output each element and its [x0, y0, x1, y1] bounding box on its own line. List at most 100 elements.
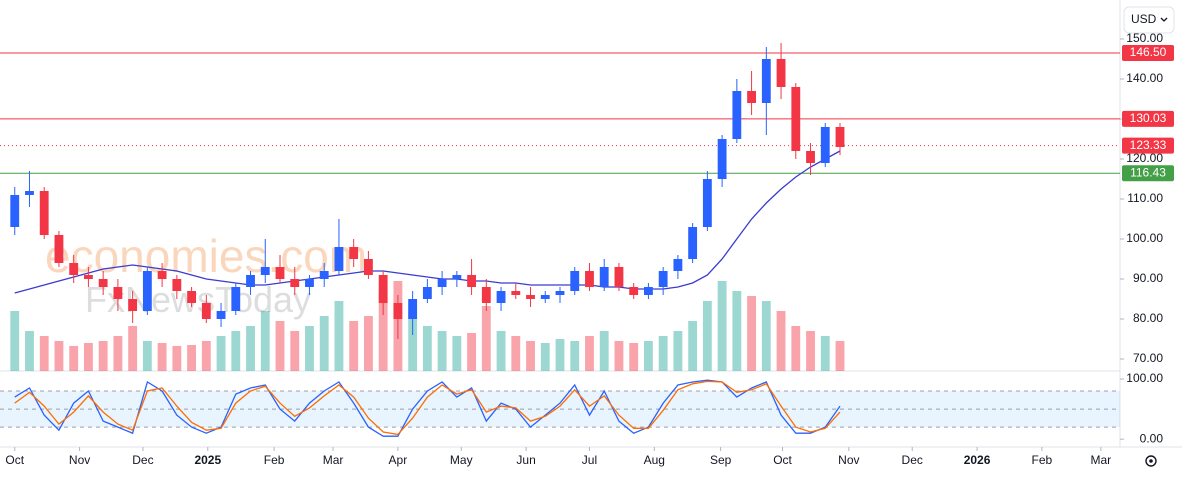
candle-body: [408, 299, 418, 319]
volume-bar: [599, 331, 609, 371]
volume-bar: [806, 331, 815, 371]
volume-bar: [688, 321, 698, 371]
volume-bar: [364, 316, 373, 371]
candle-body: [364, 259, 373, 275]
candle-body: [644, 287, 653, 295]
level-label: 146.50: [1130, 45, 1167, 59]
candle-body: [806, 151, 815, 163]
candle-body: [732, 91, 742, 139]
volume-bar: [25, 331, 34, 371]
candle-body: [216, 311, 226, 319]
level-label-box: [1122, 165, 1174, 182]
candle-body: [702, 179, 712, 227]
volume-bar: [201, 341, 211, 371]
level-label: 123.33: [1130, 138, 1167, 152]
candle-body: [835, 127, 845, 147]
candle-body: [791, 87, 801, 151]
candle-body: [599, 267, 609, 287]
x-tick-label: Nov: [838, 453, 859, 467]
volume-bar: [644, 341, 653, 371]
volume-bar: [54, 341, 64, 371]
candle-body: [128, 299, 138, 311]
volume-bar: [408, 311, 418, 371]
candle-body: [585, 271, 594, 287]
volume-bar: [260, 311, 270, 371]
candle-body: [10, 195, 20, 227]
volume-bar: [216, 336, 226, 371]
volume-bar: [732, 291, 742, 371]
volume-bar: [10, 311, 20, 371]
volume-bar: [467, 333, 476, 371]
dropdown-icon: [1160, 17, 1168, 22]
x-tick-label: Nov: [69, 453, 90, 467]
candle-body: [275, 267, 285, 279]
volume-bar: [747, 296, 756, 371]
volume-bar: [69, 346, 79, 371]
candle-body: [25, 191, 34, 195]
candle-body: [570, 271, 580, 291]
candle-body: [349, 247, 359, 259]
volume-bar: [629, 343, 639, 371]
candle-body: [378, 275, 388, 303]
candle-body: [157, 271, 167, 279]
volume-bar: [835, 341, 845, 371]
volume-bar: [334, 301, 344, 371]
candle-body: [187, 291, 196, 303]
settings-button[interactable]: [1145, 455, 1157, 467]
candle-body: [496, 291, 506, 303]
candle-body: [526, 295, 535, 299]
candle-body: [319, 271, 329, 279]
candle-body: [142, 271, 152, 311]
x-tick-label: May: [450, 453, 473, 467]
candle-body: [820, 127, 830, 163]
volume-bar: [452, 336, 462, 371]
candle-body: [172, 279, 182, 291]
volume-bar: [776, 311, 786, 371]
moving-average: [14, 150, 841, 294]
volume-bar: [172, 346, 182, 371]
level-label-box: [1122, 137, 1174, 154]
x-tick-label: Aug: [644, 453, 665, 467]
candle-body: [69, 263, 79, 275]
candle-body: [452, 275, 462, 279]
candle-body: [629, 287, 639, 295]
candle-body: [54, 235, 64, 263]
y-tick-label: 100.00: [1126, 231, 1163, 245]
candle-body: [776, 59, 786, 87]
settings-icon-center: [1149, 459, 1153, 463]
volume-bar: [113, 336, 123, 371]
y-tick-label: 110.00: [1127, 191, 1163, 205]
y-tick-label: 140.00: [1126, 71, 1163, 85]
candle-body: [511, 291, 521, 295]
volume-bar: [157, 343, 167, 371]
volume-bar: [820, 336, 830, 371]
candle-body: [201, 303, 211, 319]
stochastic-k: [14, 379, 841, 437]
currency-selector[interactable]: USD: [1123, 6, 1175, 34]
volume-bar: [39, 336, 49, 371]
volume-bar: [128, 326, 138, 371]
x-tick-label: Sep: [710, 453, 732, 467]
volume-bar: [319, 316, 329, 371]
candle-body: [481, 287, 491, 303]
candle-body: [260, 267, 270, 275]
x-tick-label: Feb: [1032, 453, 1053, 467]
volume-bar: [246, 326, 255, 371]
volume-bar: [761, 301, 771, 371]
candle-body: [747, 91, 756, 103]
candle-body: [540, 295, 550, 299]
candle-body: [673, 259, 683, 271]
y-tick-label: 120.00: [1126, 151, 1163, 165]
currency-button[interactable]: [1123, 6, 1175, 34]
x-tick-label: Dec: [902, 453, 923, 467]
settings-icon[interactable]: [1145, 455, 1157, 467]
candle-body: [334, 247, 344, 271]
x-tick-label: Mar: [323, 453, 344, 467]
volume-bar: [555, 339, 565, 371]
volume-bar: [142, 341, 152, 371]
currency-label[interactable]: USD: [1131, 12, 1157, 26]
volume-bar: [496, 331, 506, 371]
candle-body: [467, 275, 476, 287]
volume-bar: [585, 336, 594, 371]
